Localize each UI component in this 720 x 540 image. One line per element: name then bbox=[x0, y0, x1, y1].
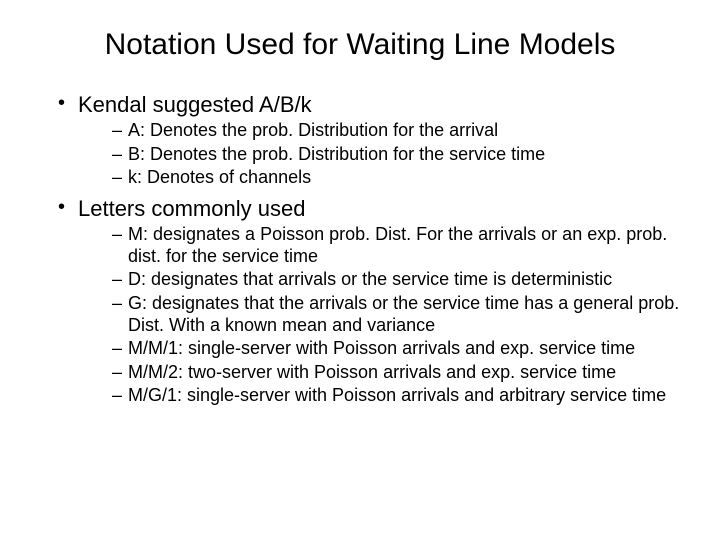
sub-bullet-item: M/G/1: single-server with Poisson arriva… bbox=[112, 385, 690, 407]
bullet-list: Kendal suggested A/B/k A: Denotes the pr… bbox=[30, 91, 690, 408]
bullet-text: Kendal suggested A/B/k bbox=[78, 92, 312, 117]
sub-bullet-item: A: Denotes the prob. Distribution for th… bbox=[112, 120, 690, 142]
sub-bullet-item: M: designates a Poisson prob. Dist. For … bbox=[112, 224, 690, 267]
sub-bullet-item: M/M/2: two-server with Poisson arrivals … bbox=[112, 362, 690, 384]
bullet-item: Kendal suggested A/B/k A: Denotes the pr… bbox=[58, 91, 690, 189]
sub-bullet-list: M: designates a Poisson prob. Dist. For … bbox=[78, 224, 690, 407]
sub-bullet-item: G: designates that the arrivals or the s… bbox=[112, 293, 690, 336]
sub-bullet-item: k: Denotes of channels bbox=[112, 167, 690, 189]
bullet-text: Letters commonly used bbox=[78, 196, 305, 221]
bullet-item: Letters commonly used M: designates a Po… bbox=[58, 195, 690, 407]
sub-bullet-item: B: Denotes the prob. Distribution for th… bbox=[112, 144, 690, 166]
sub-bullet-item: D: designates that arrivals or the servi… bbox=[112, 269, 690, 291]
slide-title: Notation Used for Waiting Line Models bbox=[30, 28, 690, 63]
slide: Notation Used for Waiting Line Models Ke… bbox=[0, 0, 720, 540]
sub-bullet-list: A: Denotes the prob. Distribution for th… bbox=[78, 120, 690, 189]
sub-bullet-item: M/M/1: single-server with Poisson arriva… bbox=[112, 338, 690, 360]
